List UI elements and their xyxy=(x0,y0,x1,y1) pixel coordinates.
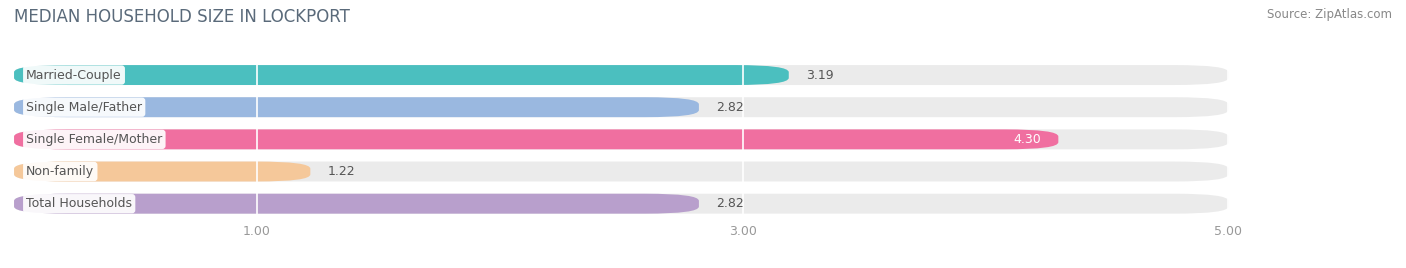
Text: 2.82: 2.82 xyxy=(716,101,744,114)
FancyBboxPatch shape xyxy=(14,194,699,214)
FancyBboxPatch shape xyxy=(14,129,1229,149)
Text: 4.30: 4.30 xyxy=(1014,133,1042,146)
FancyBboxPatch shape xyxy=(14,97,1229,117)
FancyBboxPatch shape xyxy=(14,162,1229,181)
Text: Source: ZipAtlas.com: Source: ZipAtlas.com xyxy=(1267,8,1392,21)
Text: Non-family: Non-family xyxy=(27,165,94,178)
Text: MEDIAN HOUSEHOLD SIZE IN LOCKPORT: MEDIAN HOUSEHOLD SIZE IN LOCKPORT xyxy=(14,8,350,26)
FancyBboxPatch shape xyxy=(14,65,789,85)
Text: Single Female/Mother: Single Female/Mother xyxy=(27,133,163,146)
FancyBboxPatch shape xyxy=(14,129,1059,149)
FancyBboxPatch shape xyxy=(14,97,699,117)
Text: 1.22: 1.22 xyxy=(328,165,354,178)
Text: 2.82: 2.82 xyxy=(716,197,744,210)
Text: Total Households: Total Households xyxy=(27,197,132,210)
FancyBboxPatch shape xyxy=(14,65,1229,85)
Text: 3.19: 3.19 xyxy=(806,69,834,81)
Text: Single Male/Father: Single Male/Father xyxy=(27,101,142,114)
Text: Married-Couple: Married-Couple xyxy=(27,69,122,81)
FancyBboxPatch shape xyxy=(14,194,1229,214)
FancyBboxPatch shape xyxy=(14,162,311,181)
